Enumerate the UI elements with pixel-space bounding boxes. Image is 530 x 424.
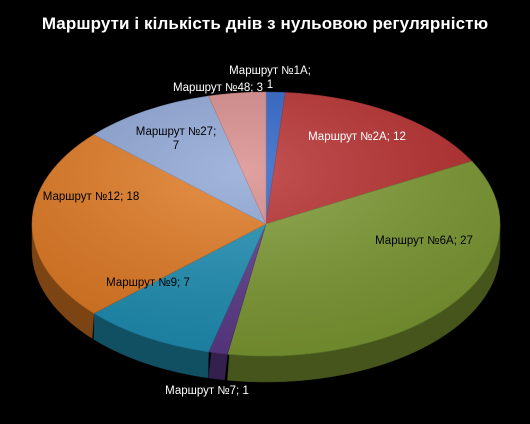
pie-highlight [32, 92, 500, 356]
data-label-2: Маршрут №6А; 27 [375, 235, 473, 247]
pie-side-3 [208, 352, 228, 381]
data-label-4: Маршрут №9; 7 [106, 277, 190, 289]
data-label-6: Маршрут №27; 7 [136, 126, 217, 152]
data-labels: Маршрут №1А; 1 Маршрут №2А; 12 Маршрут №6А;… [43, 65, 473, 397]
data-label-7: Маршрут №48; 3 [173, 82, 263, 94]
data-label-3: Маршрут №7; 1 [165, 385, 249, 397]
data-label-0: Маршрут №1А; 1 [229, 65, 311, 91]
data-label-5: Маршрут №12; 18 [43, 191, 140, 203]
data-label-1: Маршрут №2А; 12 [308, 131, 406, 143]
chart-title: Маршрути і кількість днів з нульовою рег… [41, 14, 489, 33]
